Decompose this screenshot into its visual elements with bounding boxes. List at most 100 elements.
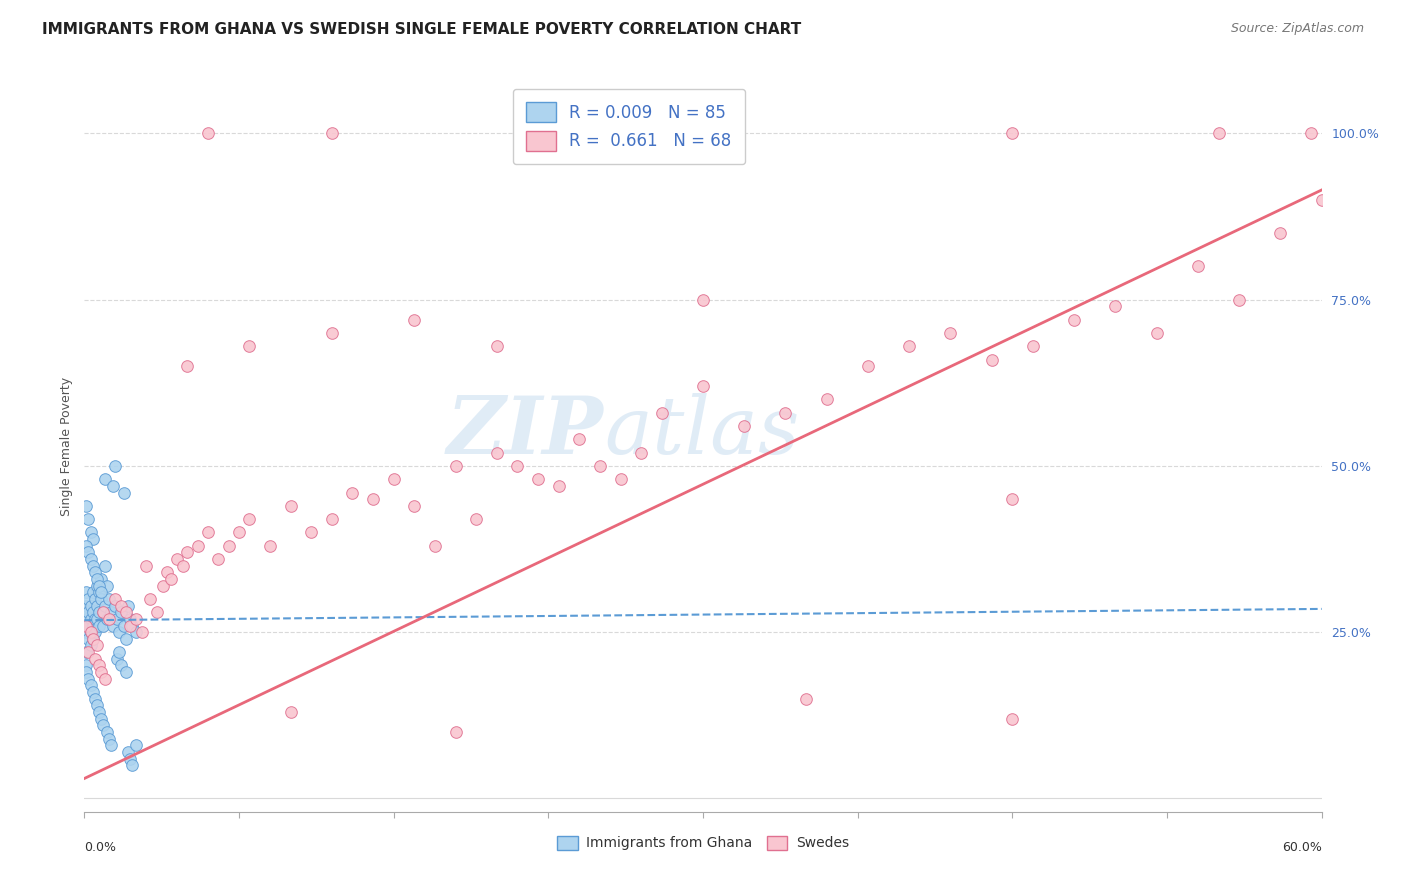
Point [98,612,121,626]
Point [506,458,529,473]
Point [1104,299,1126,313]
Point [176,545,198,559]
Point [82,532,104,546]
Point [96,579,118,593]
Point [238,512,260,526]
Point [105,652,128,666]
Point [87,579,110,593]
Point [125,625,148,640]
Point [91,718,114,732]
Point [135,558,157,573]
Point [96,612,118,626]
Point [90,572,112,586]
Point [166,552,188,566]
Point [86,599,108,613]
Point [75,599,97,613]
Point [1001,492,1024,507]
Point [651,406,673,420]
Point [83,652,105,666]
Point [131,625,153,640]
Point [139,591,162,606]
Point [114,632,136,646]
Y-axis label: Single Female Poverty: Single Female Poverty [60,376,73,516]
Point [1001,127,1024,141]
Point [423,539,446,553]
Point [86,579,108,593]
Point [485,339,508,353]
Point [75,645,97,659]
Point [77,591,100,606]
Point [87,585,110,599]
Point [87,618,110,632]
Point [77,618,100,632]
Point [1022,339,1045,353]
Point [104,458,127,473]
Point [980,352,1002,367]
Point [82,632,104,646]
Point [77,672,100,686]
Point [527,472,550,486]
Point [86,698,108,713]
Point [1270,226,1292,240]
Point [1063,312,1085,326]
Legend: Immigrants from Ghana, Swedes: Immigrants from Ghana, Swedes [551,830,855,856]
Text: IMMIGRANTS FROM GHANA VS SWEDISH SINGLE FEMALE POVERTY CORRELATION CHART: IMMIGRANTS FROM GHANA VS SWEDISH SINGLE … [42,22,801,37]
Point [75,585,97,599]
Point [609,472,631,486]
Point [82,618,104,632]
Point [110,605,132,619]
Point [83,591,105,606]
Point [692,293,714,307]
Point [90,712,112,726]
Point [87,658,110,673]
Point [692,379,714,393]
Point [117,745,139,759]
Point [100,605,122,619]
Point [79,625,101,640]
Point [77,545,100,559]
Point [444,458,467,473]
Point [114,605,136,619]
Point [77,645,100,659]
Point [90,591,112,606]
Point [83,566,105,580]
Point [259,539,281,553]
Point [207,552,229,566]
Point [280,499,302,513]
Point [160,572,183,586]
Point [118,751,141,765]
Point [79,552,101,566]
Point [98,731,121,746]
Point [94,599,117,613]
Text: 60.0%: 60.0% [1282,841,1322,854]
Point [121,758,143,772]
Point [794,691,817,706]
Point [86,612,108,626]
Point [83,625,105,640]
Point [75,499,97,513]
Point [547,479,569,493]
Point [112,618,135,632]
Point [145,605,167,619]
Text: Source: ZipAtlas.com: Source: ZipAtlas.com [1230,22,1364,36]
Point [939,326,962,340]
Point [83,691,105,706]
Point [1310,193,1333,207]
Point [121,618,143,632]
Point [91,618,114,632]
Point [125,738,148,752]
Point [79,525,101,540]
Point [342,485,364,500]
Point [898,339,921,353]
Point [75,665,97,679]
Point [1146,326,1168,340]
Point [197,127,219,141]
Point [86,572,108,586]
Point [87,605,110,619]
Point [82,632,104,646]
Point [152,579,174,593]
Point [91,605,114,619]
Point [110,599,132,613]
Point [118,618,141,632]
Point [90,665,112,679]
